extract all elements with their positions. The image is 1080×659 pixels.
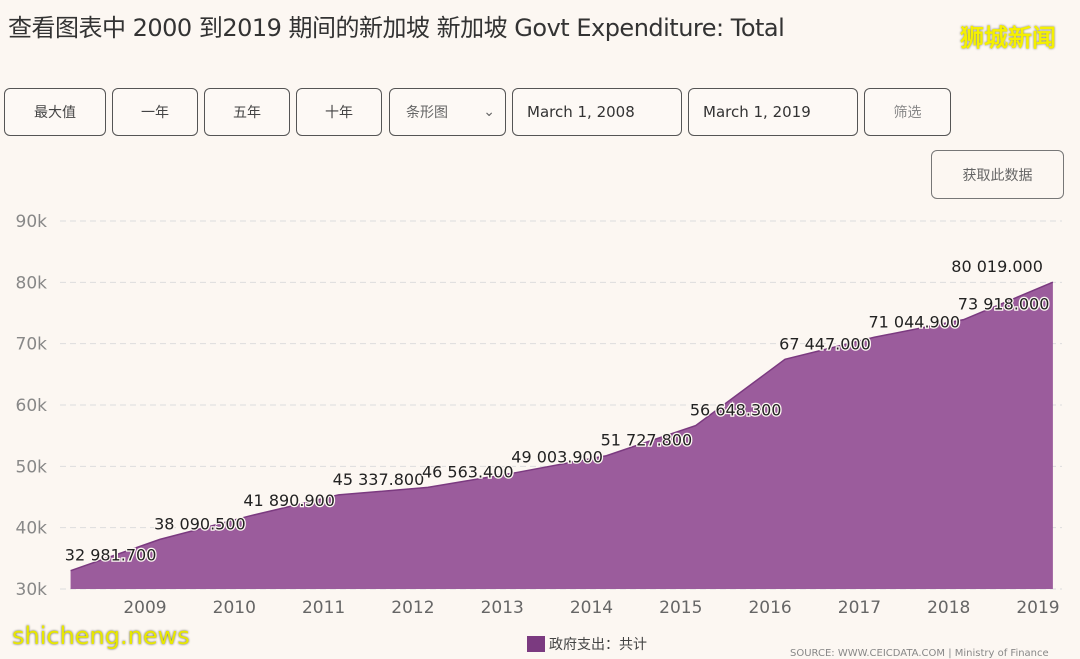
- data-label: 80 019.000: [951, 257, 1043, 276]
- x-tick-label: 2014: [570, 598, 613, 618]
- legend[interactable]: 政府支出：共计: [527, 634, 647, 654]
- data-label: 46 563.400: [422, 462, 514, 481]
- y-tick-label: 90k: [16, 212, 48, 232]
- data-label: 32 981.700: [65, 546, 157, 565]
- source-note: SOURCE: WWW.CEICDATA.COM | Ministry of F…: [790, 648, 1049, 659]
- data-label: 38 090.500: [154, 514, 246, 533]
- y-tick-label: 40k: [16, 519, 48, 539]
- x-tick-label: 2019: [1016, 598, 1059, 618]
- y-tick-label: 60k: [16, 396, 48, 416]
- x-tick-label: 2009: [123, 598, 166, 618]
- x-tick-label: 2015: [659, 598, 702, 618]
- x-tick-label: 2012: [391, 598, 434, 618]
- data-label: 67 447.000: [779, 334, 871, 353]
- y-tick-label: 50k: [16, 457, 48, 477]
- x-tick-label: 2010: [213, 598, 256, 618]
- x-tick-label: 2016: [748, 598, 791, 618]
- data-label: 41 890.900: [243, 491, 335, 510]
- data-label: 49 003.900: [511, 447, 603, 466]
- legend-label: 政府支出：共计: [549, 634, 647, 654]
- data-label: 45 337.800: [333, 470, 425, 489]
- data-label: 51 727.800: [601, 431, 693, 450]
- x-tick-label: 2018: [927, 598, 970, 618]
- y-tick-label: 30k: [16, 580, 48, 600]
- data-label: 71 044.900: [868, 312, 960, 331]
- data-label: 56 648.300: [690, 401, 782, 420]
- x-tick-label: 2013: [481, 598, 524, 618]
- y-tick-label: 70k: [16, 335, 48, 355]
- legend-swatch: [527, 636, 545, 652]
- watermark: shicheng.news: [12, 622, 190, 650]
- data-label: 73 918.000: [958, 295, 1050, 314]
- x-tick-label: 2017: [838, 598, 881, 618]
- x-tick-label: 2011: [302, 598, 345, 618]
- y-tick-label: 80k: [16, 273, 48, 293]
